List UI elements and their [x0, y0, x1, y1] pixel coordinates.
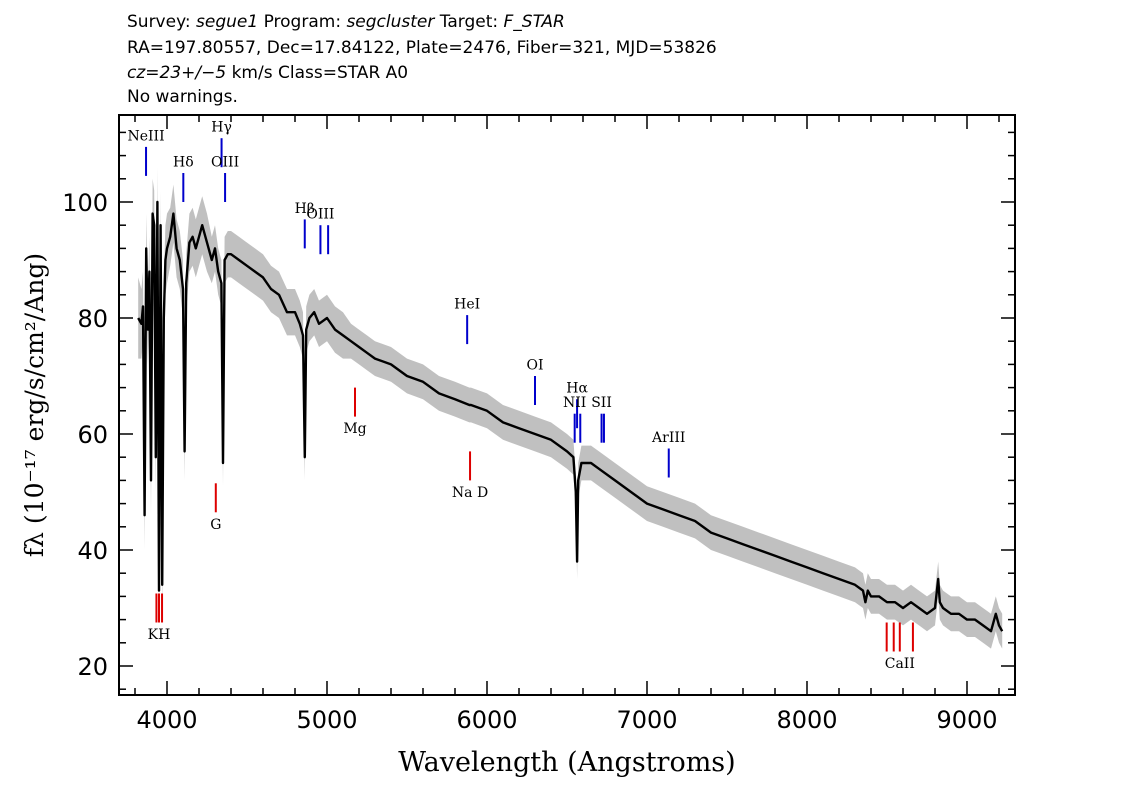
line-label: Hα	[566, 381, 588, 397]
x-tick-label: 7000	[616, 706, 677, 734]
y-axis-label: fλ (10⁻¹⁷ erg/s/cm²/Ang)	[20, 253, 49, 557]
redshift-value: cz=23+/−5	[127, 63, 227, 83]
header-line-2: RA=197.80557, Dec=17.84122, Plate=2476, …	[127, 38, 717, 58]
line-label: OIII	[211, 154, 239, 170]
program-value: segcluster	[346, 12, 435, 32]
line-label: NeIII	[127, 128, 164, 144]
flux-line	[137, 200, 1004, 633]
header-line-1: Survey: segue1 Program: segcluster Targe…	[127, 12, 565, 32]
x-tick-label: 8000	[776, 706, 837, 734]
line-label: SII	[591, 395, 612, 411]
line-label: NII	[563, 395, 586, 411]
x-tick-label: 6000	[456, 706, 517, 734]
line-label: OI	[526, 357, 543, 373]
target-value: F_STAR	[503, 12, 565, 32]
program-label: Program:	[258, 12, 347, 32]
header-line-3: cz=23+/−5 km/s Class=STAR A0	[127, 63, 408, 83]
survey-label: Survey:	[127, 12, 197, 32]
line-label: Hγ	[211, 120, 232, 136]
x-axis-label: Wavelength (Angstroms)	[398, 747, 735, 778]
plot-frame	[118, 114, 1016, 696]
x-tick-label: 4000	[136, 706, 197, 734]
line-label: Hδ	[173, 154, 194, 170]
error-band-layer	[138, 167, 1003, 649]
line-label: ArIII	[651, 430, 685, 446]
error-band	[138, 167, 1003, 649]
axes-layer: 4000 5000 6000 7000 8000 9000 20 40 60 80 100	[62, 114, 1016, 734]
line-label: Hβ	[295, 201, 315, 217]
survey-value: segue1	[196, 12, 259, 32]
class-info: km/s Class=STAR A0	[226, 63, 409, 83]
line-label: G	[210, 517, 221, 533]
flux-layer	[137, 200, 1004, 633]
x-tick-label: 5000	[296, 706, 357, 734]
y-tick-label: 80	[77, 305, 108, 333]
y-tick-label: 20	[77, 653, 108, 681]
line-label: OIII	[306, 207, 334, 223]
line-label: Mg	[343, 421, 366, 437]
line-label: KH	[148, 627, 171, 643]
y-tick-label: 40	[77, 537, 108, 565]
x-tick-label: 9000	[936, 706, 997, 734]
header-line-4: No warnings.	[127, 87, 238, 107]
line-label: Na D	[452, 485, 488, 501]
line-label: HeI	[454, 297, 480, 313]
y-tick-label: 60	[77, 421, 108, 449]
y-tick-label: 100	[62, 189, 108, 217]
line-label: CaII	[885, 656, 915, 672]
target-label: Target:	[434, 12, 504, 32]
